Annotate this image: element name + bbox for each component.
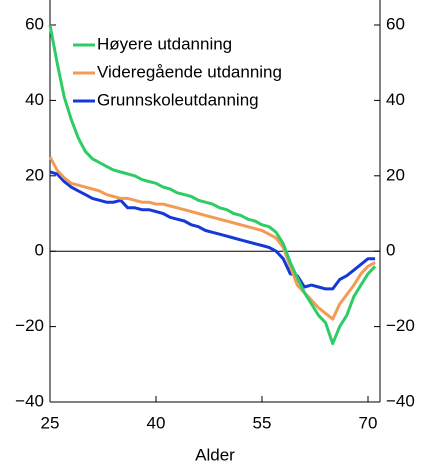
legend-label: Videregående utdanning: [97, 62, 282, 81]
y2-tick-label: 60: [386, 14, 405, 33]
legend-label: Høyere utdanning: [97, 34, 232, 53]
x-tick-label: 40: [147, 413, 166, 432]
x-tick-label: 25: [41, 413, 60, 432]
y2-tick-label: −40: [386, 391, 415, 410]
y-tick-label: 60: [25, 14, 44, 33]
series-line: [48, 24, 377, 346]
y2-tick-label: −20: [386, 316, 415, 335]
y2-tick-label: 20: [386, 165, 405, 184]
y2-tick-label: 40: [386, 90, 405, 109]
series-line: [48, 156, 376, 321]
y-tick-label: 20: [25, 165, 44, 184]
x-axis-label: Alder: [195, 445, 235, 464]
legend-label: Grunnskoleutdanning: [97, 90, 259, 109]
y-tick-label: −20: [15, 316, 44, 335]
x-tick-label: 55: [253, 413, 272, 432]
y-tick-label: 0: [35, 241, 44, 260]
y-tick-label: −40: [15, 391, 44, 410]
y2-tick-label: 0: [386, 241, 395, 260]
series-line: [49, 170, 376, 291]
y-tick-label: 40: [25, 90, 44, 109]
x-tick-label: 70: [359, 413, 378, 432]
